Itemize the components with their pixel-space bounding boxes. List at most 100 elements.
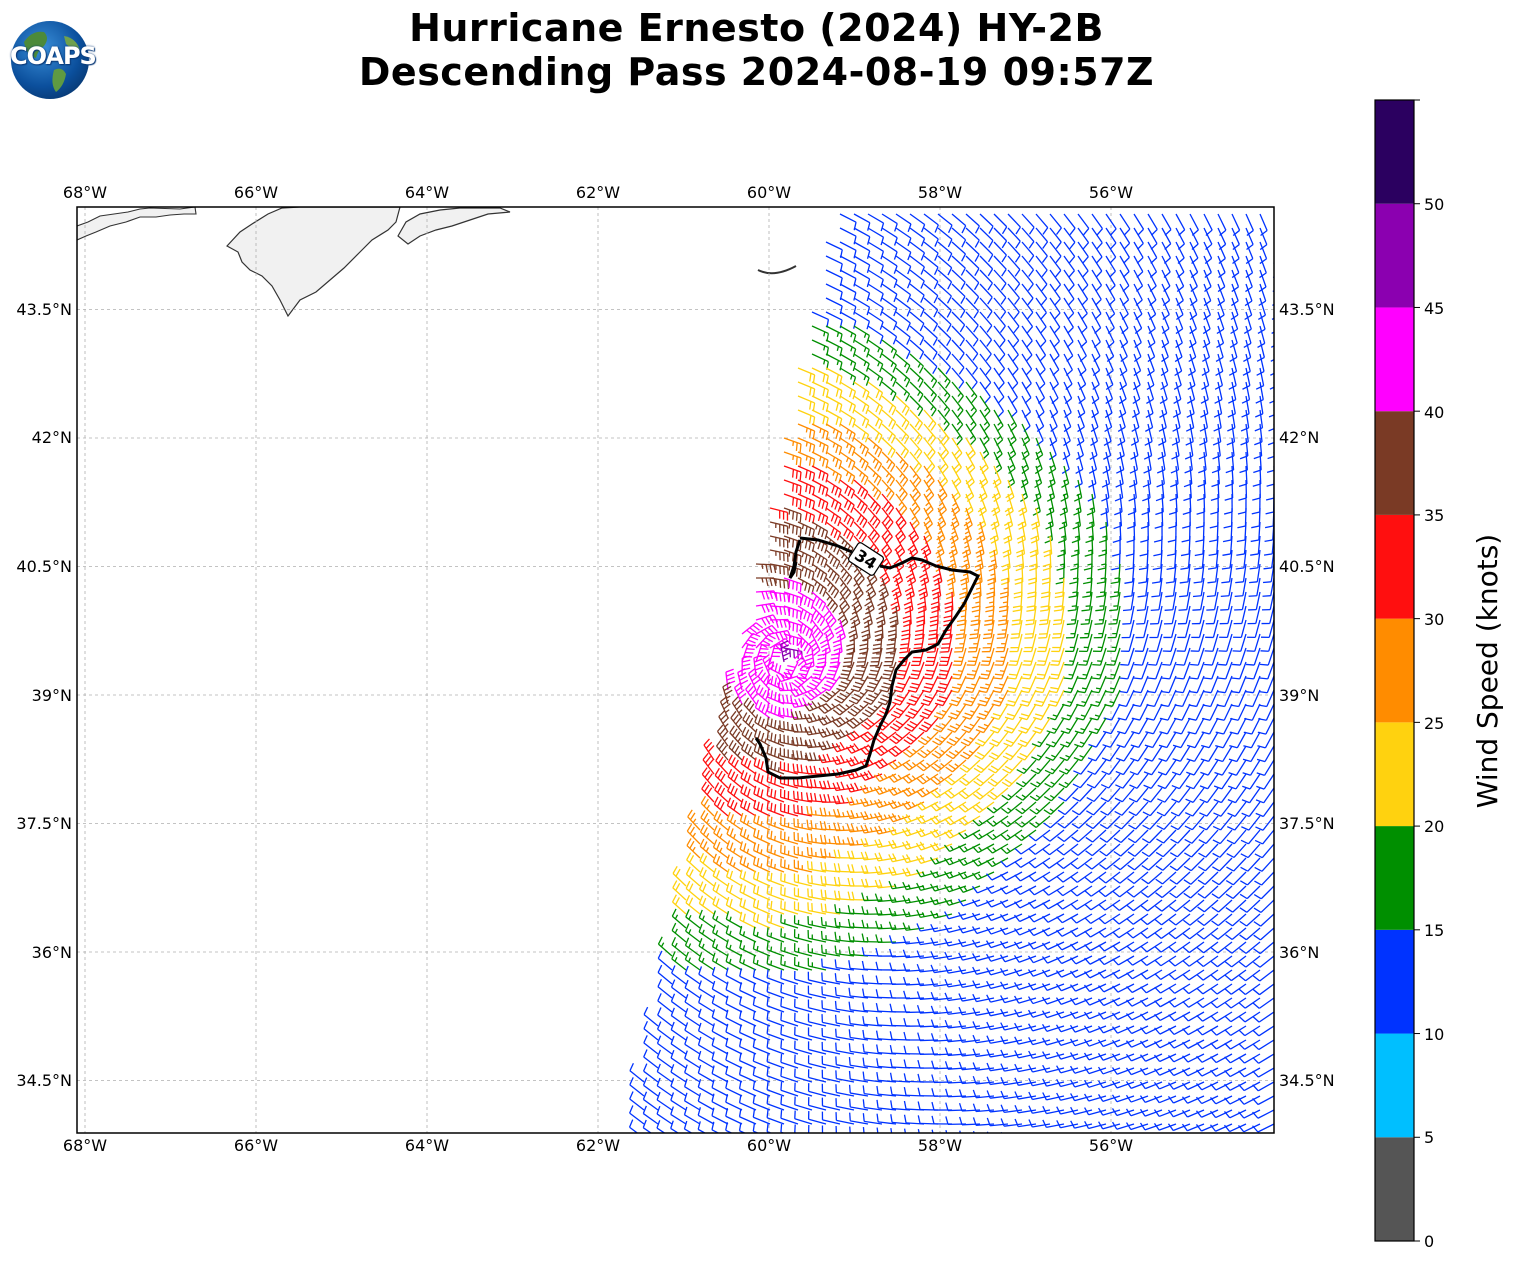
wind-barb xyxy=(1156,465,1165,488)
lat-tick-right: 42°N xyxy=(1279,428,1319,447)
wind-barb xyxy=(1120,633,1135,652)
wind-barb xyxy=(807,916,827,929)
wind-barb xyxy=(1035,269,1048,292)
wind-barb xyxy=(821,619,835,642)
wind-barb xyxy=(951,409,964,432)
wind-barb xyxy=(780,942,799,957)
wind-barb xyxy=(1147,311,1156,335)
wind-barb xyxy=(1049,213,1062,235)
wind-barb xyxy=(1230,297,1239,321)
wind-barb xyxy=(965,255,980,276)
wind-barb xyxy=(951,255,966,276)
wind-barb xyxy=(965,395,978,418)
wind-barb xyxy=(895,311,911,331)
wind-barb xyxy=(972,1048,995,1058)
wind-barb xyxy=(1143,437,1153,460)
wind-barb xyxy=(1083,563,1093,585)
wind-barb xyxy=(881,311,898,331)
wind-barb xyxy=(839,311,857,329)
wind-barb xyxy=(1196,1138,1218,1145)
wind-barb xyxy=(1203,255,1212,279)
wind-barb xyxy=(875,947,897,957)
wind-barb xyxy=(889,1044,911,1055)
wind-barb xyxy=(867,283,884,302)
wind-barb xyxy=(923,339,938,360)
logo-text: COAPS xyxy=(10,42,97,70)
wind-barb xyxy=(1022,647,1037,666)
wind-barb xyxy=(1233,619,1247,639)
wind-barb xyxy=(1149,619,1163,639)
wind-barb xyxy=(909,367,924,388)
wind-barb xyxy=(769,521,789,535)
wind-barb xyxy=(839,213,857,231)
wind-barb xyxy=(944,992,967,1002)
wind-barb xyxy=(780,914,799,929)
wind-barb xyxy=(1045,507,1054,530)
wind-barb xyxy=(1146,367,1155,391)
lon-tick-top: 66°W xyxy=(234,183,278,202)
wind-barb xyxy=(1049,409,1058,433)
wind-barb xyxy=(1021,283,1034,306)
wind-barb xyxy=(1035,255,1048,278)
lon-tick-bottom: 62°W xyxy=(576,1136,620,1155)
wind-barb xyxy=(875,1002,897,1013)
colorbar-label: Wind Speed (knots) xyxy=(1471,534,1504,808)
wind-barb xyxy=(1254,409,1264,432)
wind-barb xyxy=(959,1130,962,1133)
wind-barb xyxy=(1219,619,1233,639)
wind-barb xyxy=(806,819,827,831)
wind-barb xyxy=(807,1097,827,1111)
wind-barb xyxy=(1148,633,1163,652)
lat-tick-left: 37.5°N xyxy=(16,814,72,833)
wind-barb xyxy=(1199,409,1209,432)
wind-barb xyxy=(909,353,924,374)
wind-barb xyxy=(923,353,938,375)
lon-tick-top: 68°W xyxy=(63,183,107,202)
wind-barb xyxy=(923,297,939,318)
wind-barb xyxy=(1267,424,1274,446)
wind-barb xyxy=(972,1007,995,1016)
wind-barb xyxy=(780,886,799,901)
wind-barb xyxy=(1153,535,1163,557)
wind-barb xyxy=(1079,633,1093,653)
wind-barb xyxy=(1031,507,1041,530)
wind-barb xyxy=(804,647,815,670)
wind-barb xyxy=(995,633,1009,653)
colorbar-tick: 25 xyxy=(1424,714,1444,733)
title-line-2: Descending Pass 2024-08-19 09:57Z xyxy=(358,50,1155,94)
wind-barb xyxy=(895,213,912,233)
wind-barb xyxy=(903,1031,925,1041)
wind-barb xyxy=(1070,549,1079,571)
wind-barb xyxy=(1261,591,1274,611)
wind-barb xyxy=(888,894,911,903)
wind-barb xyxy=(1128,479,1137,502)
wind-barb xyxy=(861,919,883,929)
wind-barb xyxy=(1028,1105,1051,1114)
wind-barb xyxy=(909,661,925,680)
wind-barb xyxy=(825,367,843,385)
wind-barb xyxy=(1185,423,1194,446)
wind-barb xyxy=(779,789,799,803)
wind-barb xyxy=(1042,1119,1065,1129)
wind-barb xyxy=(793,957,813,971)
wind-barb xyxy=(1051,633,1065,653)
wind-barb xyxy=(792,763,813,775)
wind-barb xyxy=(1105,227,1117,250)
wind-barb xyxy=(769,563,789,576)
wind-barb xyxy=(986,1049,1009,1058)
wind-barb xyxy=(1140,521,1149,543)
wind-barb xyxy=(993,367,1005,390)
wind-barb xyxy=(1252,1095,1274,1106)
wind-barb xyxy=(1063,241,1076,264)
wind-barb xyxy=(839,381,857,400)
lon-tick-top: 62°W xyxy=(576,183,620,202)
wind-barb xyxy=(986,1090,1009,1099)
wind-barb xyxy=(861,988,883,999)
wind-barb xyxy=(1091,255,1103,278)
wind-barb xyxy=(979,395,991,418)
wind-barb xyxy=(923,367,938,389)
wind-barb xyxy=(895,409,910,430)
wind-barb xyxy=(1218,633,1233,652)
lon-tick-bottom: 58°W xyxy=(918,1136,962,1155)
wind-barb xyxy=(1203,269,1212,293)
